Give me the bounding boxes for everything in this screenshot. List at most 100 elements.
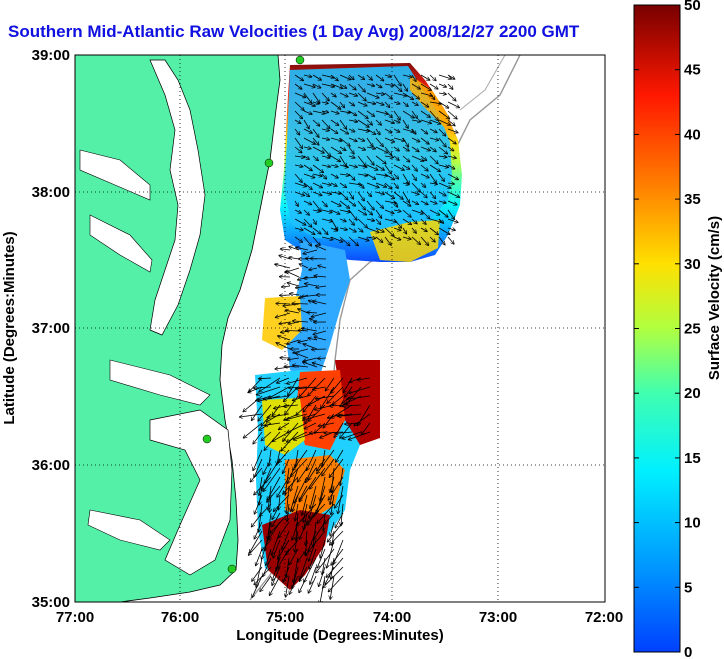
velocity-arrow: [294, 165, 303, 167]
y-axis-label: Latitude (Degrees:Minutes): [1, 231, 18, 424]
velocity-arrow: [286, 331, 300, 332]
velocity-arrow: [291, 458, 308, 476]
velocity-arrow: [317, 485, 326, 513]
velocity-arrow: [312, 119, 320, 126]
velocity-arrow: [266, 548, 272, 565]
velocity-arrow: [268, 386, 290, 399]
velocity-arrow: [263, 557, 272, 576]
velocity-arrow: [298, 467, 308, 482]
velocity-arrow: [305, 284, 318, 287]
y-tick-label: 35:00: [32, 594, 70, 611]
velocity-arrow: [272, 512, 281, 527]
velocity-arrow: [294, 146, 302, 153]
velocity-arrow: [411, 101, 418, 105]
velocity-arrow: [270, 575, 281, 595]
velocity-arrow: [318, 422, 335, 426]
velocity-arrow: [411, 83, 420, 89]
velocity-arrow: [264, 458, 281, 483]
velocity-arrow: [310, 432, 326, 433]
velocity-arrow: [286, 485, 290, 513]
velocity-arrow: [312, 155, 318, 160]
velocity-arrow: [261, 431, 272, 441]
velocity-arrow: [292, 566, 299, 589]
velocity-arrow: [348, 92, 357, 96]
velocity-arrow: [447, 137, 456, 144]
velocity-arrow: [294, 173, 302, 182]
velocity-arrow: [438, 236, 445, 245]
velocity-arrow: [303, 164, 312, 171]
x-tick-label: 74:00: [373, 609, 411, 626]
velocity-arrow: [321, 146, 330, 156]
velocity-arrow: [357, 101, 367, 106]
velocity-arrow: [339, 236, 350, 246]
velocity-arrow: [429, 227, 438, 235]
velocity-arrow: [384, 227, 394, 236]
velocity-arrow: [402, 101, 408, 106]
velocity-arrow: [402, 119, 408, 128]
velocity-arrow: [284, 405, 299, 406]
velocity-arrow: [321, 386, 335, 408]
velocity-arrow: [429, 83, 438, 89]
velocity-arrow: [321, 119, 330, 128]
velocity-arrow: [338, 485, 344, 513]
velocity-arrow: [303, 119, 309, 129]
velocity-arrow: [330, 227, 337, 231]
velocity-arrow: [279, 521, 290, 538]
velocity-arrow: [384, 182, 392, 189]
velocity-arrow: [375, 182, 386, 187]
velocity-arrow: [312, 102, 319, 104]
velocity-arrow: [402, 164, 410, 169]
velocity-arrow: [375, 128, 380, 135]
velocity-arrow: [279, 449, 290, 462]
velocity-arrow: [402, 209, 411, 217]
radar-station-icon: [264, 158, 274, 168]
velocity-arrow: [339, 210, 350, 212]
colorbar-tick-label: 15: [684, 450, 701, 467]
velocity-arrow: [286, 575, 290, 597]
velocity-arrow: [286, 271, 300, 278]
velocity-arrow: [321, 74, 334, 78]
velocity-arrow: [316, 286, 327, 288]
pamlico-sound: [149, 409, 233, 576]
velocity-arrow: [287, 413, 308, 420]
velocity-arrow: [330, 476, 335, 492]
velocity-arrow: [362, 422, 371, 434]
velocity-arrow: [447, 228, 455, 230]
velocity-arrow: [420, 74, 430, 80]
velocity-arrow: [317, 458, 326, 471]
velocity-arrow: [336, 449, 344, 462]
velocity-arrow: [346, 386, 362, 404]
velocity-arrow: [411, 120, 421, 122]
velocity-arrow: [312, 349, 327, 350]
velocity-arrow: [366, 237, 375, 238]
velocity-arrow: [258, 404, 272, 421]
velocity-arrow: [339, 83, 346, 88]
velocity-arrow: [375, 209, 382, 218]
velocity-arrow: [303, 83, 315, 87]
velocity-arrow: [309, 539, 317, 561]
velocity-arrow: [375, 137, 383, 146]
velocity-arrow: [366, 227, 379, 232]
x-axis-label: Longitude (Degrees:Minutes): [236, 627, 444, 644]
velocity-arrow: [333, 395, 344, 404]
velocity-arrow: [384, 191, 394, 198]
velocity-arrow: [288, 358, 300, 360]
velocity-arrow: [327, 386, 344, 403]
velocity-arrow: [366, 74, 372, 80]
colorbar: 0 5 10 15 20 25 30 35 40 45 50 Surface Velocity (c…: [633, 0, 723, 659]
velocity-arrow: [348, 101, 354, 106]
velocity-arrow: [315, 422, 326, 433]
velocity-arrow: [320, 539, 326, 558]
velocity-arrow: [393, 228, 401, 230]
colorbar-tick-label: 30: [684, 256, 701, 273]
velocity-arrow: [297, 548, 308, 562]
velocity-arrow: [447, 156, 456, 158]
velocity-arrow: [420, 209, 430, 219]
velocity-arrow: [321, 209, 332, 212]
velocity-arrow: [420, 218, 426, 224]
velocity-arrow: [331, 377, 344, 393]
velocity-arrow: [250, 467, 263, 482]
velocity-arrow: [357, 110, 368, 118]
velocity-arrow: [294, 128, 300, 135]
velocity-arrow: [263, 467, 281, 491]
